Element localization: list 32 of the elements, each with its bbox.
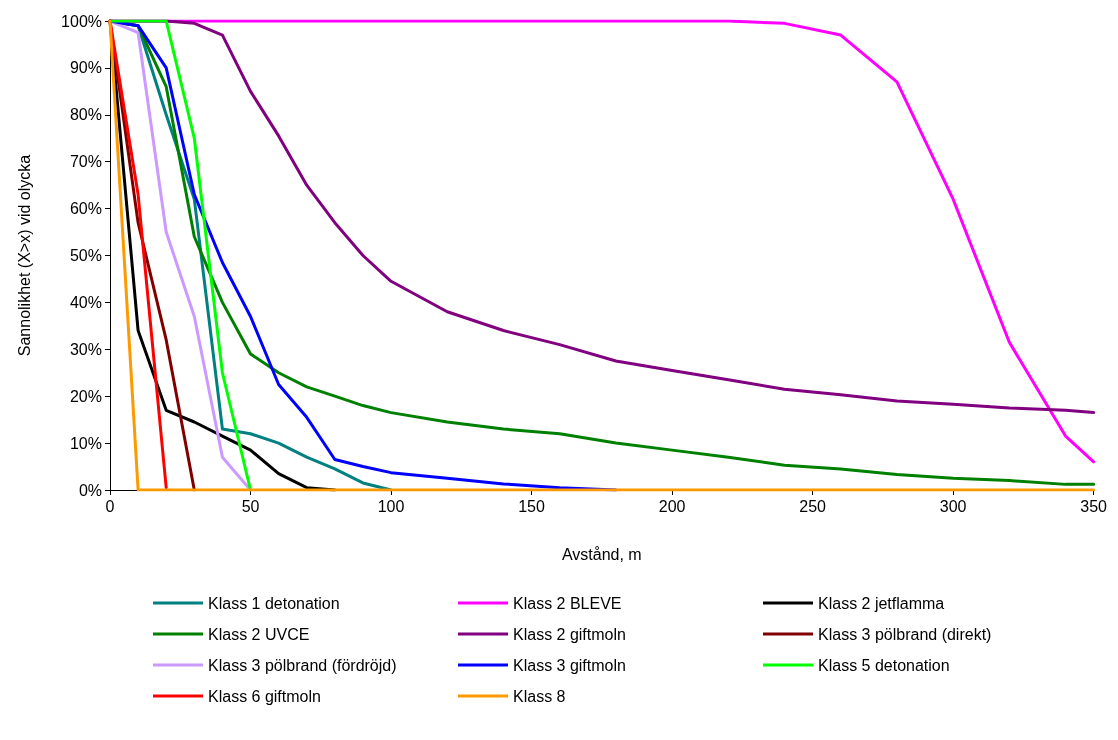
x-tick-label: 350 (1080, 497, 1108, 515)
x-axis-title: Avstånd, m (561, 545, 642, 563)
y-tick-label: 90% (69, 59, 102, 77)
y-axis-title: Sannolikhet (X>x) vid olycka (15, 154, 33, 357)
x-tick-label: 50 (241, 497, 260, 515)
legend-label: Klass 2 BLEVE (513, 594, 622, 612)
y-tick-label: 80% (69, 106, 102, 124)
legend-label: Klass 2 jetflamma (818, 594, 945, 612)
x-tick-label: 300 (939, 497, 967, 515)
x-tick-label: 100 (377, 497, 405, 515)
legend-label: Klass 5 detonation (818, 656, 950, 674)
y-tick-label: 10% (69, 434, 102, 452)
x-tick-label: 250 (799, 497, 827, 515)
legend-label: Klass 1 detonation (208, 594, 340, 612)
y-tick-label: 100% (61, 12, 102, 30)
y-tick-label: 70% (69, 153, 102, 171)
y-tick-label: 40% (69, 293, 102, 311)
y-tick-label: 20% (69, 387, 102, 405)
legend-label: Klass 3 pölbrand (direkt) (818, 625, 992, 643)
y-tick-label: 0% (78, 481, 102, 499)
x-tick-label: 150 (518, 497, 546, 515)
legend-label: Klass 2 giftmoln (513, 625, 626, 643)
legend-label: Klass 2 UVCE (208, 625, 310, 643)
y-tick-label: 60% (69, 200, 102, 218)
legend-label: Klass 3 giftmoln (513, 656, 626, 674)
x-tick-label: 200 (658, 497, 686, 515)
x-tick-label: 0 (105, 497, 115, 515)
legend-label: Klass 6 giftmoln (208, 687, 321, 705)
y-tick-label: 30% (69, 340, 102, 358)
legend-label: Klass 8 (513, 687, 566, 705)
y-tick-label: 50% (69, 247, 102, 264)
legend-label: Klass 3 pölbrand (fördröjd) (208, 656, 397, 674)
